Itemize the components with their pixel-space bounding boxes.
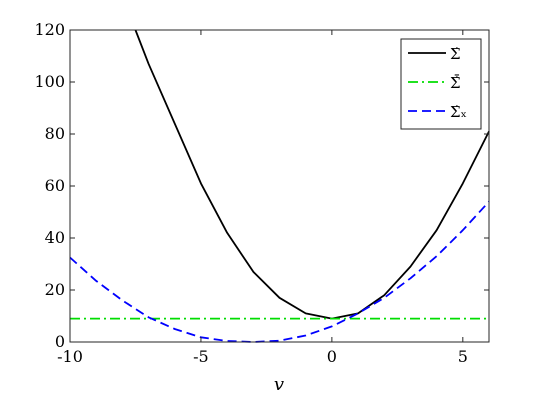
legend-label-3: Σ̇ₓ xyxy=(450,103,467,121)
x-tick-label: 0 xyxy=(327,347,337,366)
series-line-3 xyxy=(69,200,490,343)
y-tick-label: 0 xyxy=(55,332,65,351)
x-axis-label: v xyxy=(274,374,284,395)
legend-label-2: Σ̇̄ xyxy=(450,74,461,92)
y-tick-label: 100 xyxy=(34,72,65,91)
y-tick-label: 40 xyxy=(45,228,65,247)
y-tick-label: 20 xyxy=(45,280,65,299)
ticks-layer: -10 -5 0 5 0 20 40 60 80 100 120 xyxy=(34,20,489,366)
y-tick-label: 60 xyxy=(45,176,65,195)
series-line-1 xyxy=(134,29,490,320)
x-tick-label: 5 xyxy=(458,347,468,366)
x-tick-label: -5 xyxy=(193,347,209,366)
y-tick-label: 120 xyxy=(34,20,65,39)
legend-box xyxy=(400,38,482,130)
series-layer xyxy=(69,29,490,343)
legend-label-1: Σ̇ xyxy=(450,45,461,63)
x-tick-label: -10 xyxy=(57,347,83,366)
legend: Σ̇ Σ̇̄ Σ̇ₓ xyxy=(400,38,482,130)
y-tick-label: 80 xyxy=(45,124,65,143)
